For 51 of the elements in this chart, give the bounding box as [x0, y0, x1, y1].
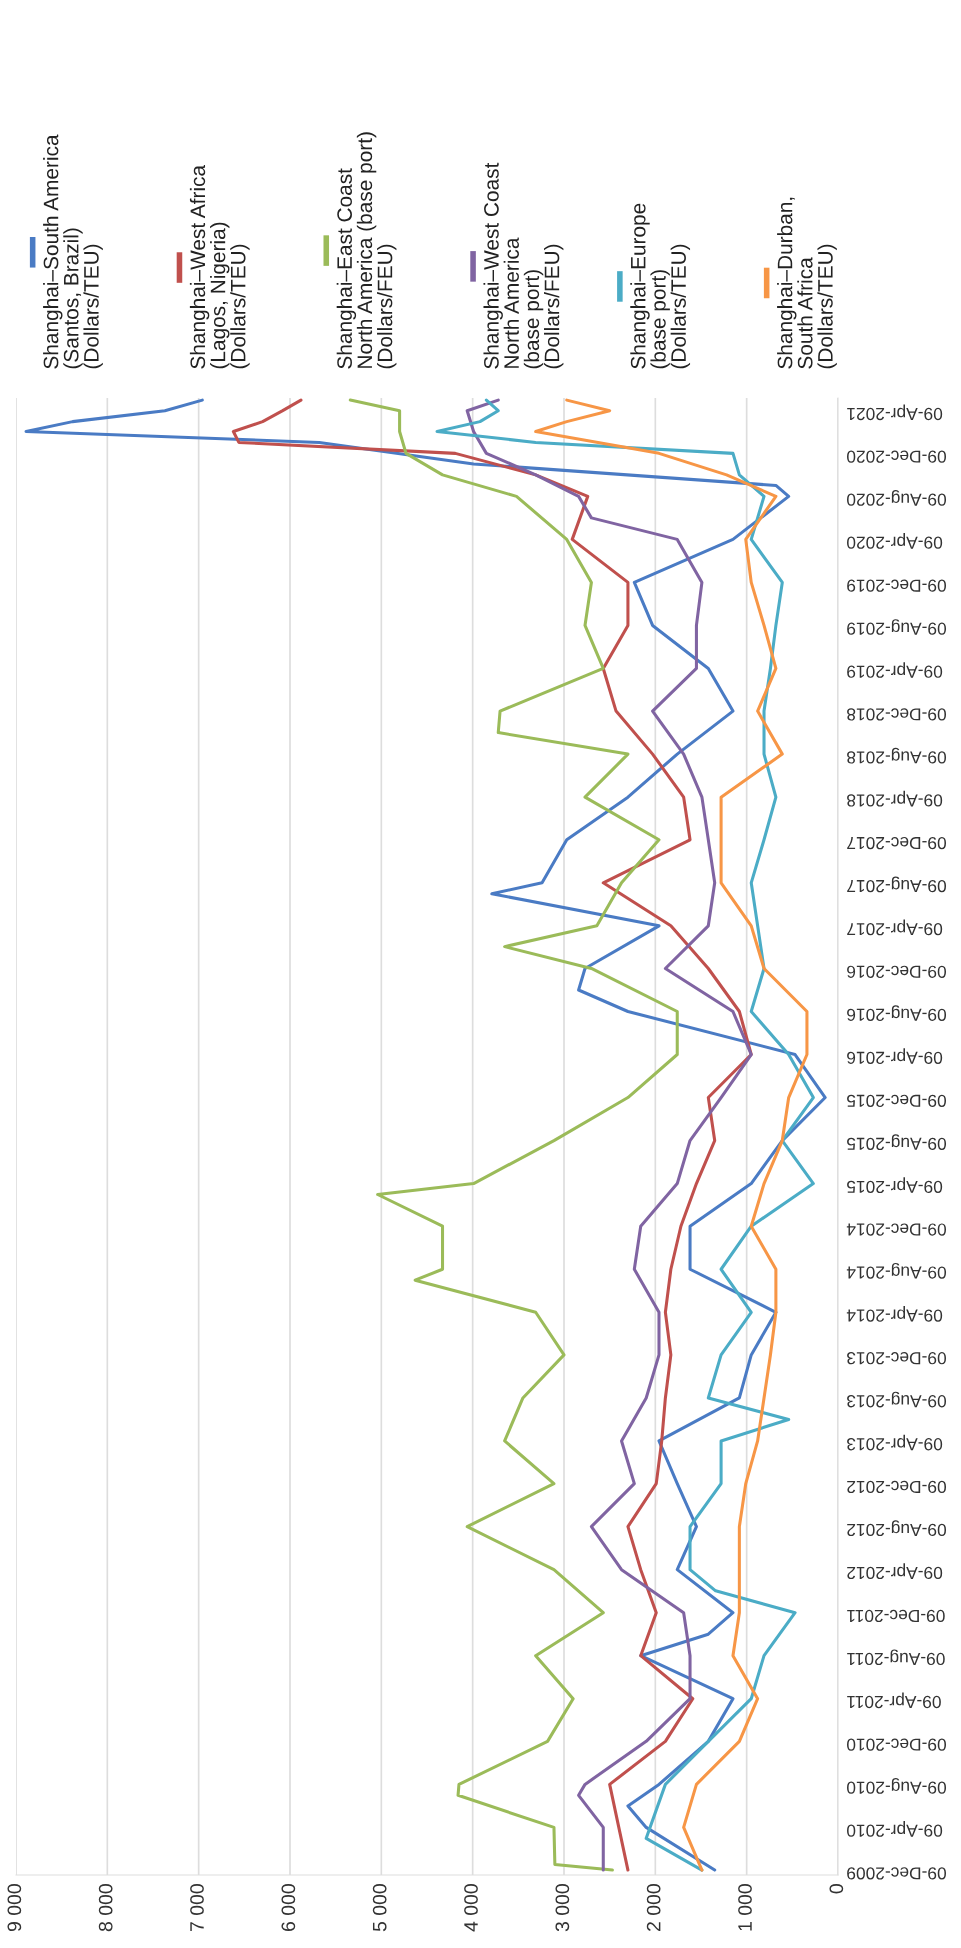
- x-tick-label: 3 000: [555, 1884, 570, 1932]
- y-tick-label: 09-Dec-2010: [847, 1738, 947, 1751]
- y-tick-label: 09-Apr-2012: [847, 1563, 943, 1580]
- x-tick-label: 1 000: [738, 1884, 752, 1931]
- y-tick-label: 09-Aug-2010: [847, 1778, 947, 1794]
- y-tick-label: 09-Aug-2017: [847, 876, 947, 893]
- x-tick-label: 9 000: [7, 1884, 22, 1932]
- legend-label: Shanghai–East Coast North America (base port) (Dollars/FEU): [336, 132, 397, 369]
- x-tick-label: 6 000: [281, 1884, 296, 1931]
- y-tick-label: 09-Apr-2018: [847, 790, 943, 807]
- x-tick-label: 5 000: [372, 1884, 387, 1932]
- y-tick-label: 09-Dec-2015: [847, 1094, 947, 1107]
- y-tick-label: 09-Apr-2019: [847, 662, 943, 678]
- y-tick-label: 09-Dec-2019: [847, 579, 947, 592]
- y-tick-label: 09-Apr-2017: [847, 919, 943, 936]
- legend-label: Shanghai–South America (Santos, Brazil) (Dollars/TEU): [43, 134, 103, 369]
- y-tick-label: 09-Apr-2020: [847, 533, 943, 549]
- x-tick-label: 4 000: [464, 1884, 478, 1932]
- y-tick-label: 09-Apr-2015: [847, 1177, 943, 1194]
- y-tick-label: 09-Dec-2020: [847, 450, 947, 463]
- y-tick-label: 09-Dec-2014: [846, 1223, 947, 1236]
- y-tick-label: 09-Apr-2021: [847, 404, 943, 421]
- x-tick-label: 2 000: [646, 1884, 661, 1932]
- y-tick-label: 09-Dec-2012: [847, 1480, 947, 1494]
- y-tick-label: 09-Aug-2013: [847, 1391, 947, 1408]
- legend-label: Shanghai–West Coast North America (base port) (Dollars/FEU): [483, 162, 564, 369]
- y-tick-label: 09-Apr-2011: [847, 1692, 941, 1709]
- y-tick-label: 09-Dec-2013: [847, 1352, 947, 1365]
- y-tick-label: 09-Aug-2016: [847, 1005, 947, 1021]
- y-tick-label: 09-Apr-2014: [846, 1305, 943, 1322]
- y-tick-label: 09-Dec-2018: [847, 708, 947, 721]
- x-tick-label: 7 000: [190, 1884, 204, 1931]
- legend-label: Shanghai–Europe (base port) (Dollars/TEU): [630, 203, 691, 369]
- y-tick-label: 09-Apr-2010: [847, 1821, 943, 1837]
- y-tick-label: 09-Aug-2020: [847, 490, 947, 506]
- y-tick-label: 09-Aug-2014: [846, 1262, 947, 1279]
- y-tick-label: 09-Dec-2017: [847, 836, 947, 850]
- legend-label: Shanghai–Durban, South Africa (Dollars/TEU): [777, 197, 837, 369]
- y-tick-label: 09-Aug-2019: [847, 619, 947, 635]
- y-tick-label: 09-Aug-2012: [847, 1520, 947, 1537]
- legend-label: Shanghai–West Africa (Lagos, Nigeria) (Dollars/TEU): [189, 164, 250, 369]
- y-tick-label: 09-Aug-2011: [847, 1649, 945, 1666]
- x-tick-label: 8 000: [98, 1884, 113, 1932]
- y-tick-label: 09-Aug-2018: [847, 747, 947, 764]
- x-tick-label: 0: [829, 1884, 844, 1894]
- y-tick-label: 09-Dec-2016: [847, 965, 947, 978]
- y-tick-label: 09-Apr-2016: [847, 1048, 943, 1064]
- y-tick-label: 09-Apr-2013: [847, 1434, 943, 1451]
- y-tick-label: 09-Dec-2009: [847, 1867, 947, 1880]
- y-tick-label: 09-Aug-2015: [847, 1134, 947, 1150]
- y-tick-label: 09-Dec-2011: [847, 1609, 945, 1623]
